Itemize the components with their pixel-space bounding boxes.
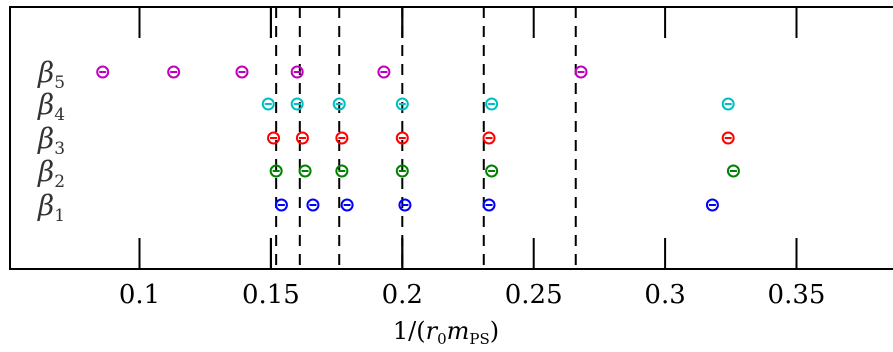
data-point — [482, 198, 496, 212]
data-point — [705, 198, 719, 212]
data-point — [726, 164, 740, 178]
x-tick-label: 0.25 — [505, 280, 563, 310]
data-point — [295, 131, 309, 145]
x-tick-label: 0.3 — [644, 280, 685, 310]
data-point — [290, 65, 304, 79]
data-point — [96, 65, 110, 79]
row-label-β1: β1 — [37, 189, 65, 226]
data-point — [721, 131, 735, 145]
data-point — [398, 198, 412, 212]
x-tick-label: 0.35 — [768, 280, 826, 310]
data-point — [332, 97, 346, 111]
data-point — [574, 65, 588, 79]
data-point — [167, 65, 181, 79]
row-label-β3: β3 — [37, 122, 65, 159]
data-point — [482, 131, 496, 145]
x-tick-labels: 0.1 0.15 0.2 0.25 0.3 0.35 — [119, 280, 826, 310]
data-point — [395, 131, 409, 145]
row-label-β2: β2 — [37, 155, 65, 192]
plot-frame — [9, 6, 893, 270]
data-point — [290, 97, 304, 111]
data-point — [485, 164, 499, 178]
row-label-β4: β4 — [37, 88, 65, 125]
data-point — [335, 131, 349, 145]
data-points — [96, 65, 740, 212]
data-point — [269, 164, 283, 178]
data-point — [306, 198, 320, 212]
x-ticks — [138, 7, 798, 269]
data-point — [377, 65, 391, 79]
data-point — [721, 97, 735, 111]
data-point — [235, 65, 249, 79]
data-point — [340, 198, 354, 212]
data-point — [274, 198, 288, 212]
reference-lines — [275, 7, 577, 269]
data-point — [485, 97, 499, 111]
data-point — [335, 164, 349, 178]
data-point — [261, 97, 275, 111]
data-point — [395, 164, 409, 178]
x-axis-label: 1/(r0mPS) — [393, 317, 499, 348]
data-point — [267, 131, 281, 145]
row-label-β5: β5 — [37, 56, 65, 93]
x-tick-label: 0.1 — [119, 280, 160, 310]
data-point — [298, 164, 312, 178]
data-point — [395, 97, 409, 111]
x-tick-label: 0.15 — [242, 280, 300, 310]
x-tick-label: 0.2 — [382, 280, 423, 310]
